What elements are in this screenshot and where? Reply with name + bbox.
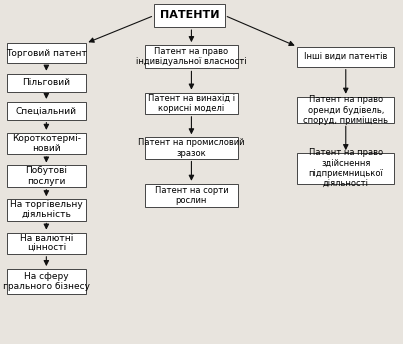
FancyBboxPatch shape bbox=[7, 43, 85, 63]
Text: Побутові
послуги: Побутові послуги bbox=[25, 166, 67, 186]
FancyBboxPatch shape bbox=[145, 93, 238, 114]
FancyBboxPatch shape bbox=[145, 137, 238, 159]
FancyBboxPatch shape bbox=[7, 133, 85, 154]
FancyBboxPatch shape bbox=[7, 199, 85, 221]
Text: Пільговий: Пільговий bbox=[22, 78, 71, 87]
FancyBboxPatch shape bbox=[7, 102, 85, 120]
Text: Патент на сорти
рослин: Патент на сорти рослин bbox=[155, 186, 228, 205]
Text: На торгівельну
діяльність: На торгівельну діяльність bbox=[10, 200, 83, 219]
Text: Патент на промисловий
зразок: Патент на промисловий зразок bbox=[138, 138, 245, 158]
FancyBboxPatch shape bbox=[297, 153, 394, 184]
Text: На сферу
грального бізнесу: На сферу грального бізнесу bbox=[3, 272, 90, 291]
FancyBboxPatch shape bbox=[297, 97, 394, 123]
Text: Патент на право
індивідуальної власності: Патент на право індивідуальної власності bbox=[136, 47, 247, 66]
Text: ПАТЕНТИ: ПАТЕНТИ bbox=[160, 10, 219, 21]
Text: Інші види патентів: Інші види патентів bbox=[304, 52, 387, 61]
Text: Спеціальний: Спеціальний bbox=[16, 106, 77, 115]
Text: Торговий патент: Торговий патент bbox=[6, 49, 87, 58]
Text: Патент на право
здійснення
підприємницької
діяльності: Патент на право здійснення підприємницьк… bbox=[308, 149, 383, 189]
Text: Патент на право
оренди будівель,
споруд, приміщень: Патент на право оренди будівель, споруд,… bbox=[303, 95, 388, 125]
FancyBboxPatch shape bbox=[297, 47, 394, 67]
FancyBboxPatch shape bbox=[7, 165, 85, 187]
FancyBboxPatch shape bbox=[7, 233, 85, 254]
Text: Патент на винахід і
корисні моделі: Патент на винахід і корисні моделі bbox=[148, 94, 235, 113]
FancyBboxPatch shape bbox=[145, 184, 238, 207]
FancyBboxPatch shape bbox=[154, 4, 224, 27]
FancyBboxPatch shape bbox=[7, 74, 85, 92]
Text: Короткотермі-
новий: Короткотермі- новий bbox=[12, 134, 81, 153]
FancyBboxPatch shape bbox=[145, 45, 238, 68]
FancyBboxPatch shape bbox=[7, 269, 85, 294]
Text: На валютні
цінності: На валютні цінності bbox=[20, 234, 73, 253]
